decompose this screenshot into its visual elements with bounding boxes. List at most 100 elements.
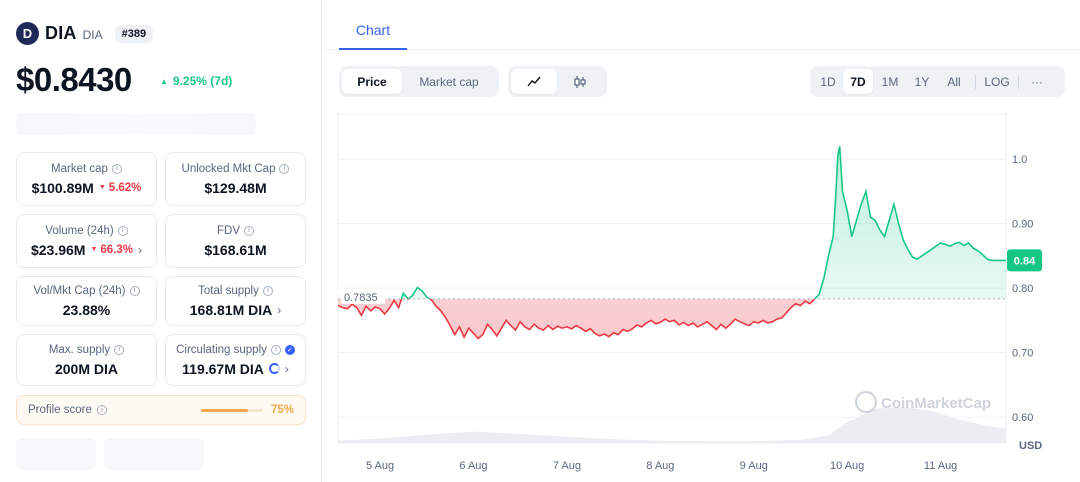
x-tick-label: 10 Aug xyxy=(830,460,864,472)
caret-down-icon: ▼ xyxy=(98,184,106,191)
stat-value: $100.89M xyxy=(31,179,94,196)
price-toggle-button[interactable]: Price xyxy=(342,69,402,94)
candlestick-chart-button[interactable] xyxy=(557,69,603,94)
stat-value: 200M DIA xyxy=(54,360,119,377)
info-icon[interactable]: i xyxy=(117,225,128,236)
coin-price: $0.8430 xyxy=(16,61,132,98)
stat-label-wrap: Circulating supply i ✓ xyxy=(176,344,295,356)
blurred-placeholder xyxy=(16,438,96,470)
stat-value-wrap: 200M DIA xyxy=(55,361,118,377)
stat-label: Max. supply xyxy=(48,343,111,356)
stat-change-value: 5.62% xyxy=(108,181,142,194)
stat-label-wrap: Max. supply i xyxy=(48,343,125,356)
stat-vol-mkt-cap[interactable]: Vol/Mkt Cap (24h) i 23.88% xyxy=(16,276,157,326)
price-change-7d: ▲ 9.25% (7d) xyxy=(160,74,232,88)
coin-logo-letter: D xyxy=(22,26,33,41)
stat-fdv[interactable]: FDV i $168.61M xyxy=(165,214,306,268)
divider xyxy=(975,74,976,89)
stat-label-wrap: Unlocked Mkt Cap i xyxy=(182,163,290,175)
range-1d-button[interactable]: 1D xyxy=(820,74,836,89)
stat-label-wrap: Volume (24h) i xyxy=(45,225,128,237)
price-chart[interactable]: 1.0 0.90 0.80 0.70 0.60 USD 5 Aug 6 Aug 7 Aug 8 A… xyxy=(330,106,1070,476)
range-1m-button[interactable]: 1M xyxy=(881,74,899,89)
profile-score-label: Profile score xyxy=(28,404,92,416)
stat-value: 168.81M DIA xyxy=(189,301,273,318)
x-tick-label: 9 Aug xyxy=(740,460,768,472)
stat-circulating-supply[interactable]: Circulating supply i ✓ 119.67M DIA › xyxy=(165,334,306,386)
stat-value: 23.88% xyxy=(62,301,111,318)
stat-label: Circulating supply xyxy=(176,343,267,356)
info-icon[interactable]: i xyxy=(111,163,122,174)
price-change-value: 9.25% (7d) xyxy=(172,74,233,88)
stat-value-wrap: 168.81M DIA › xyxy=(190,302,281,318)
stat-label-wrap: Market cap i xyxy=(51,163,122,175)
stat-max-supply[interactable]: Max. supply i 200M DIA xyxy=(16,334,157,386)
stat-label: Market cap xyxy=(51,162,108,175)
x-tick-label: 5 Aug xyxy=(366,460,394,472)
profile-score-value: 75% xyxy=(270,404,294,416)
stat-value: $129.48M xyxy=(204,179,267,196)
price-area-up xyxy=(401,146,1006,299)
stat-label: Total supply xyxy=(198,284,259,297)
currency-label: USD xyxy=(1019,440,1042,452)
chevron-right-icon[interactable]: › xyxy=(277,302,282,317)
stat-total-supply[interactable]: Total supply i 168.81M DIA › xyxy=(165,276,306,326)
profile-score-bar xyxy=(201,409,263,412)
rank-badge: #389 xyxy=(114,24,154,43)
coin-symbol: DIA xyxy=(82,28,103,42)
stat-volume[interactable]: Volume (24h) i $23.96M ▼ 66.3% › xyxy=(16,214,157,268)
x-tick-label: 11 Aug xyxy=(924,460,957,472)
info-icon[interactable]: i xyxy=(244,225,254,236)
stat-change-value: 66.3% xyxy=(100,243,134,256)
line-chart-button[interactable] xyxy=(511,69,557,94)
x-tick-label: 8 Aug xyxy=(646,460,674,472)
stat-value-wrap: $129.48M xyxy=(204,180,266,196)
supply-progress-ring-icon xyxy=(268,363,280,374)
stat-value-wrap: 23.88% xyxy=(63,302,110,318)
info-icon[interactable]: i xyxy=(279,163,290,174)
y-tick-label: 0.80 xyxy=(1012,283,1033,295)
stat-value: $23.96M xyxy=(30,241,86,258)
info-icon[interactable]: i xyxy=(114,344,125,355)
chevron-right-icon[interactable]: › xyxy=(284,361,289,376)
price-line-up xyxy=(400,146,1006,299)
info-icon[interactable]: i xyxy=(270,344,281,355)
tab-chart[interactable]: Chart xyxy=(339,22,407,50)
stat-value-wrap: 119.67M DIA › xyxy=(182,361,289,377)
stat-change: ▼ 5.62% xyxy=(99,182,142,194)
blurred-placeholder xyxy=(16,113,256,135)
y-tick-label: 0.70 xyxy=(1012,348,1033,360)
more-options-button[interactable]: ··· xyxy=(1031,74,1043,89)
stat-value: 119.67M DIA xyxy=(182,360,264,377)
log-scale-button[interactable]: LOG xyxy=(984,74,1010,89)
chart-style-toggle xyxy=(508,66,607,97)
info-icon[interactable]: i xyxy=(262,285,273,296)
stat-label-wrap: Total supply i xyxy=(198,285,273,297)
candlestick-icon xyxy=(574,75,586,88)
chevron-right-icon[interactable]: › xyxy=(138,242,143,257)
price-area-down xyxy=(338,298,1006,339)
caret-down-icon: ▼ xyxy=(90,246,98,253)
profile-score-fill xyxy=(201,409,248,412)
watermark-logo-icon xyxy=(855,391,877,413)
stat-label-wrap: Vol/Mkt Cap (24h) i xyxy=(33,285,140,297)
profile-score[interactable]: Profile score i 75% xyxy=(16,395,306,425)
market-cap-toggle-button[interactable]: Market cap xyxy=(419,74,479,89)
stat-value: $168.61M xyxy=(204,241,267,258)
volume-area xyxy=(338,406,1006,443)
stat-unlocked-mkt-cap[interactable]: Unlocked Mkt Cap i $129.48M xyxy=(165,152,306,206)
stat-label: Unlocked Mkt Cap xyxy=(181,162,276,175)
stat-change: ▼ 66.3% xyxy=(90,244,133,256)
range-1y-button[interactable]: 1Y xyxy=(914,74,930,89)
watermark-text: CoinMarketCap xyxy=(881,395,991,412)
coin-logo: D xyxy=(16,22,39,45)
range-7d-button[interactable]: 7D xyxy=(843,69,873,94)
info-icon[interactable]: i xyxy=(96,405,107,415)
coin-header: D DIA DIA #389 xyxy=(16,22,154,45)
y-tick-label: 0.90 xyxy=(1012,219,1033,231)
tab-bar: Chart xyxy=(323,0,1080,50)
stat-market-cap[interactable]: Market cap i $100.89M ▼ 5.62% xyxy=(16,152,157,206)
info-icon[interactable]: i xyxy=(129,285,140,296)
range-all-button[interactable]: All xyxy=(947,74,961,89)
verified-icon: ✓ xyxy=(284,344,295,355)
